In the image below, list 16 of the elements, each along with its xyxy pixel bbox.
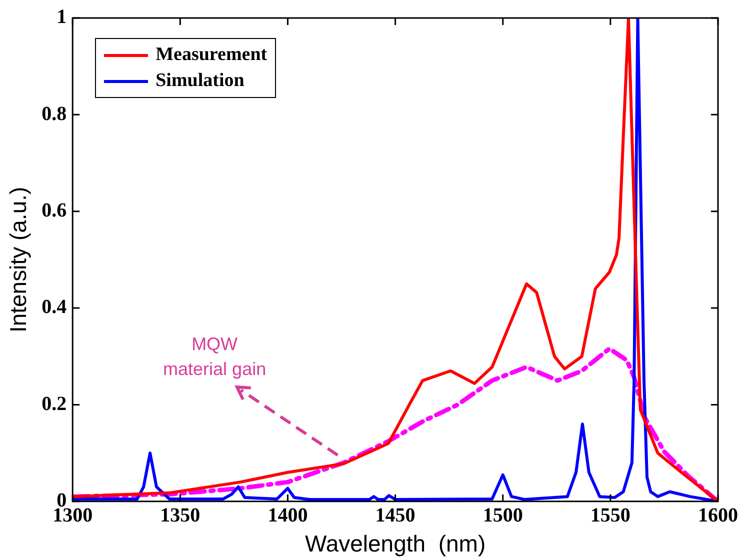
legend-label: Measurement [156,44,268,66]
annotation: MQW material gain [163,333,266,381]
x-tick-label: 1600 [698,504,738,527]
x-tick-label: 1350 [160,504,200,527]
y-axis-title: Intensity (a.u.) [5,186,32,333]
y-tick-label: 0.2 [42,392,67,415]
x-tick-label: 1450 [375,504,416,527]
x-tick-label: 1500 [482,504,523,527]
x-tick-label: 1400 [268,504,308,527]
y-tick-label: 0.8 [42,102,67,125]
y-tick-label: 1 [56,6,67,28]
legend-label: Simulation [156,70,244,92]
y-tick-label: 0.4 [42,296,67,318]
x-axis-title: Wavelength (nm) [304,530,486,557]
y-tick-label: 0.6 [42,200,67,222]
x-tick-label: 1550 [590,504,630,527]
